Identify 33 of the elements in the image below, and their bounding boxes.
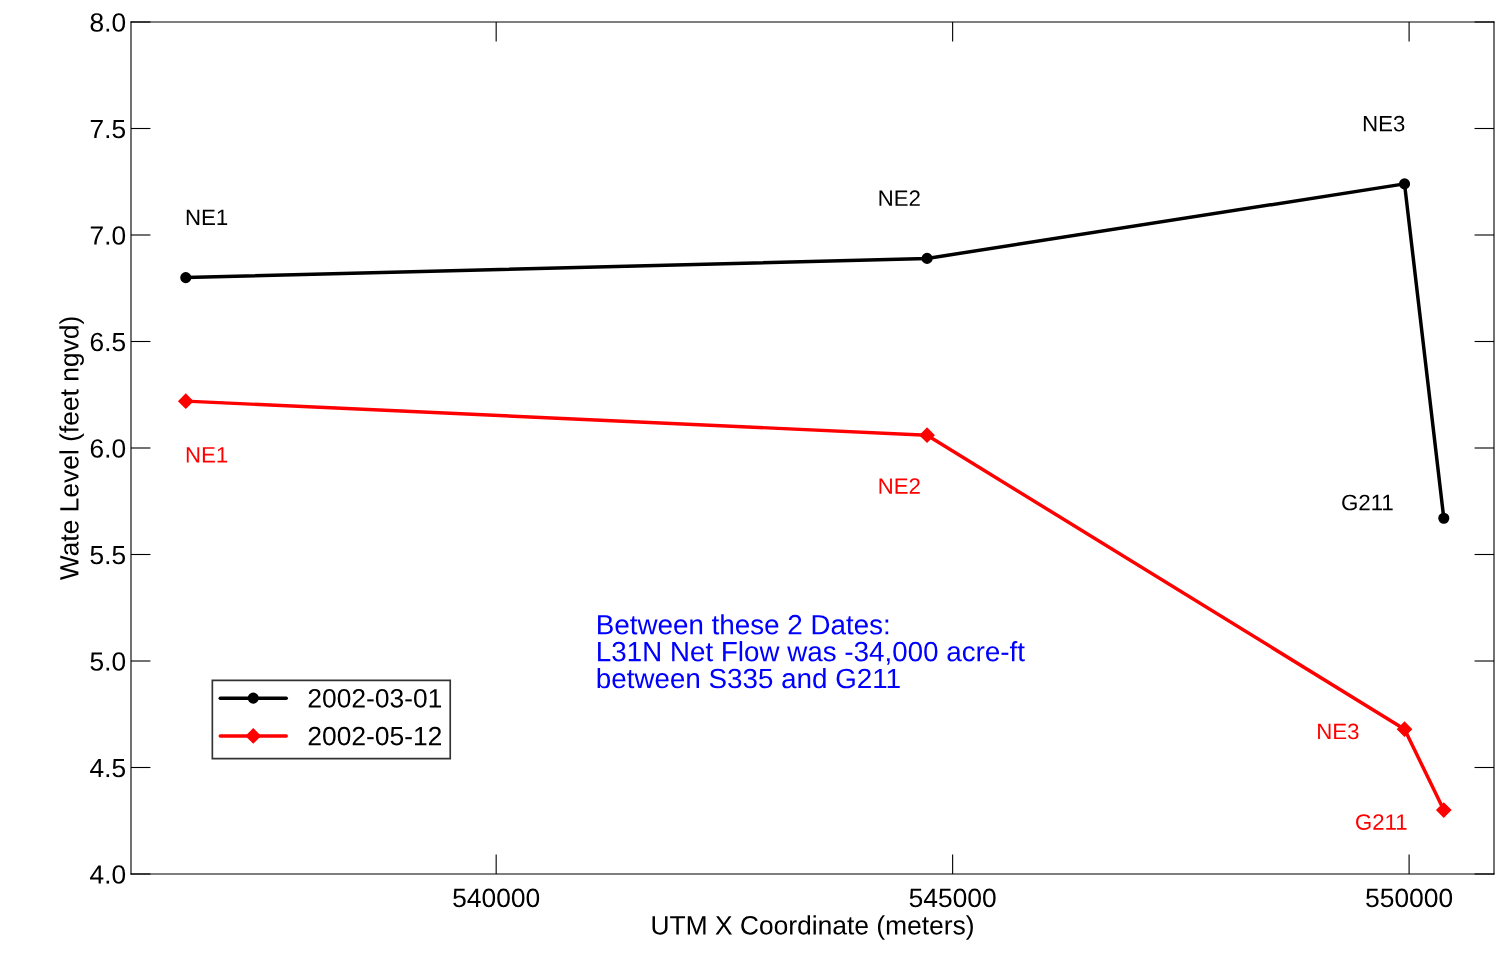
point [921, 252, 933, 264]
y-tick-label: 8.0 [90, 13, 126, 32]
y-tick-label: 6.5 [90, 332, 126, 352]
point [1436, 802, 1452, 818]
y-tick-label: 5.5 [90, 545, 126, 565]
y-tick-label: 6.0 [90, 439, 126, 458]
point [178, 393, 194, 409]
annotation: NE1 [186, 209, 228, 226]
legend-label: 2002-03-01 [308, 688, 442, 708]
point [1398, 178, 1411, 190]
y-tick-label: 4.5 [90, 758, 126, 778]
y-tick-label: 5.0 [90, 652, 126, 671]
x-tick-label: 545000 [909, 888, 996, 908]
x-tick-label: 550000 [1366, 888, 1453, 908]
y-axis-title: Wate Level (feet ngvd) [59, 317, 84, 581]
point [1438, 512, 1450, 524]
annotation: G211 [1342, 494, 1393, 511]
annotation: NE3 [1363, 115, 1405, 132]
annotation: Between these 2 Dates: L31N Net Flow was -34,000 acre-ft between S335 and G211 [597, 614, 1025, 689]
y-tick-label: 4.0 [90, 865, 126, 884]
point [180, 272, 192, 284]
annotation: NE1 [186, 447, 228, 463]
annotation: NE2 [879, 478, 920, 494]
annotation: G211 [1356, 814, 1407, 830]
annotation: NE2 [879, 190, 920, 206]
legend-label: 2002-05-12 [308, 726, 441, 746]
point [1396, 721, 1413, 737]
y-tick-label: 7.0 [90, 226, 126, 245]
annotation: NE3 [1318, 723, 1359, 740]
y-tick-label: 7.5 [90, 119, 126, 139]
point [919, 427, 935, 443]
x-axis-title: UTM X Coordinate (meters) [652, 915, 973, 940]
x-tick-label: 540000 [453, 888, 540, 908]
